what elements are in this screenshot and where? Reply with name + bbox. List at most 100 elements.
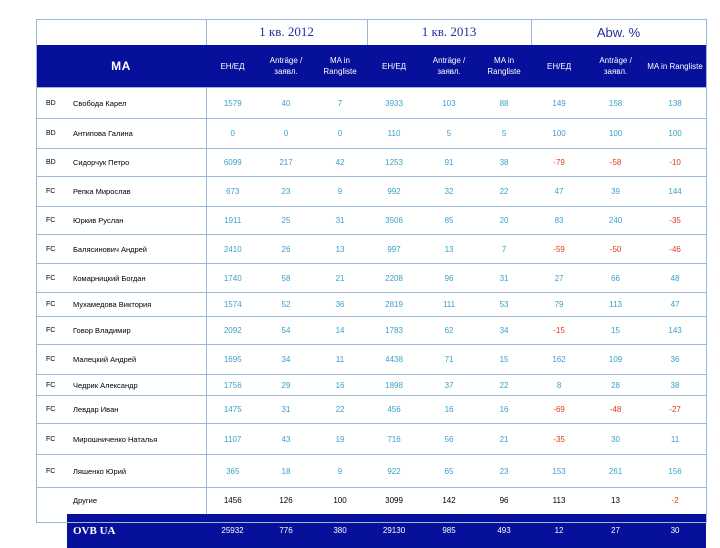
value-cell: 1253 bbox=[367, 148, 422, 177]
value-cell: 79 bbox=[531, 292, 588, 317]
value-cell: 11 bbox=[313, 344, 368, 375]
row-type: FC bbox=[36, 395, 67, 424]
row-type: FC bbox=[36, 263, 67, 293]
value-cell: 39 bbox=[587, 176, 645, 207]
value-cell: 53 bbox=[477, 292, 532, 317]
value-cell: 91 bbox=[421, 148, 478, 177]
value-cell: 42 bbox=[313, 148, 368, 177]
row-name: Балясинович Андрей bbox=[67, 234, 206, 264]
value-cell: 922 bbox=[367, 454, 422, 488]
row-type: FC bbox=[36, 344, 67, 375]
row-type: FC bbox=[36, 316, 67, 345]
value-cell: 1783 bbox=[367, 316, 422, 345]
value-cell: 16 bbox=[477, 395, 532, 424]
value-cell: 22 bbox=[477, 176, 532, 207]
value-cell: 48 bbox=[644, 263, 707, 293]
value-cell: 58 bbox=[259, 263, 313, 293]
table-row: FC Ляшенко Юрий 365 18 9 922 65 23 153 261 156 bbox=[36, 454, 707, 488]
value-cell: -10 bbox=[644, 148, 707, 177]
table-row: FC Мирошниченко Наталья 1107 43 19 716 56 21 -35… bbox=[36, 423, 707, 455]
row-type bbox=[36, 487, 67, 514]
value-cell: 13 bbox=[421, 234, 478, 264]
value-cell: 96 bbox=[477, 487, 532, 514]
value-cell: 0 bbox=[205, 118, 259, 149]
value-cell: 1898 bbox=[367, 374, 422, 396]
value-cell: 22 bbox=[477, 374, 532, 396]
value-cell: 25 bbox=[259, 206, 313, 235]
value-cell: 23 bbox=[259, 176, 313, 207]
value-cell: 8 bbox=[531, 374, 588, 396]
period-2013-header: 1 кв. 2013 bbox=[367, 19, 532, 45]
value-cell: 158 bbox=[587, 87, 645, 119]
row-type: FC bbox=[36, 454, 67, 488]
value-cell: 2092 bbox=[205, 316, 259, 345]
row-name: Левдар Иван bbox=[67, 395, 206, 424]
value-cell: 16 bbox=[313, 374, 368, 396]
value-cell: 27 bbox=[531, 263, 588, 293]
row-type: BD bbox=[36, 148, 67, 177]
col-en-ed-2012: ЕН/ЕД bbox=[206, 45, 259, 88]
value-cell: 217 bbox=[259, 148, 313, 177]
value-cell: 13 bbox=[587, 487, 645, 514]
table-row: BD Антипова Галина 0 0 0 110 5 5 100 100 100 bbox=[36, 118, 707, 149]
total-value-cell: 25932 bbox=[206, 513, 259, 548]
value-cell: 365 bbox=[205, 454, 259, 488]
other-row: Другие 1456 126 100 3099 142 96 113 13 -2 bbox=[36, 487, 707, 514]
value-cell: 88 bbox=[477, 87, 532, 119]
value-cell: 31 bbox=[313, 206, 368, 235]
row-name: Комарницкий Богдан bbox=[67, 263, 206, 293]
value-cell: 36 bbox=[644, 344, 707, 375]
value-cell: 13 bbox=[313, 234, 368, 264]
table-row: FC Комарницкий Богдан 1740 58 21 2208 96 31 27 66… bbox=[36, 263, 707, 293]
value-cell: 1911 bbox=[205, 206, 259, 235]
value-cell: 31 bbox=[477, 263, 532, 293]
value-cell: 83 bbox=[531, 206, 588, 235]
ma-column-title: МА bbox=[36, 45, 206, 88]
ma-ranking-table: 1 кв. 2012 1 кв. 2013 Abw. % МА ЕН/ЕД An… bbox=[36, 19, 707, 548]
value-cell: 47 bbox=[644, 292, 707, 317]
value-cell: 0 bbox=[313, 118, 368, 149]
value-cell: 456 bbox=[367, 395, 422, 424]
row-name: Малецкий Андрей bbox=[67, 344, 206, 375]
table-row: FC Малецкий Андрей 1695 34 11 4438 71 15 162 109 3… bbox=[36, 344, 707, 375]
total-value-cell: 493 bbox=[477, 513, 532, 548]
value-cell: 23 bbox=[477, 454, 532, 488]
table-row: FC Мухамедова Виктория 1574 52 36 2819 111 53 79… bbox=[36, 292, 707, 317]
value-cell: 21 bbox=[477, 423, 532, 455]
value-cell: 31 bbox=[259, 395, 313, 424]
value-cell: 28 bbox=[587, 374, 645, 396]
value-cell: 14 bbox=[313, 316, 368, 345]
value-cell: 240 bbox=[587, 206, 645, 235]
value-cell: 47 bbox=[531, 176, 588, 207]
value-cell: 2819 bbox=[367, 292, 422, 317]
value-cell: -15 bbox=[531, 316, 588, 345]
value-cell: 7 bbox=[313, 87, 368, 119]
total-value-cell: 380 bbox=[313, 513, 368, 548]
value-cell: 2410 bbox=[205, 234, 259, 264]
value-cell: 66 bbox=[587, 263, 645, 293]
total-value-cell: 776 bbox=[259, 513, 313, 548]
value-cell: 54 bbox=[259, 316, 313, 345]
value-cell: -27 bbox=[644, 395, 707, 424]
row-name: Мухамедова Виктория bbox=[67, 292, 206, 317]
value-cell: 716 bbox=[367, 423, 422, 455]
total-value-cell: 29130 bbox=[367, 513, 422, 548]
row-name: Чедрик Александр bbox=[67, 374, 206, 396]
value-cell: 5 bbox=[477, 118, 532, 149]
value-cell: 992 bbox=[367, 176, 422, 207]
value-cell: 37 bbox=[421, 374, 478, 396]
value-cell: 85 bbox=[421, 206, 478, 235]
total-value-cell: 12 bbox=[531, 513, 588, 548]
value-cell: -2 bbox=[644, 487, 707, 514]
total-value-cell: 30 bbox=[644, 513, 707, 548]
table-row: BD Свобода Карел 1579 40 7 3933 103 88 149 158 138 bbox=[36, 87, 707, 119]
row-name: Говор Владимир bbox=[67, 316, 206, 345]
value-cell: 261 bbox=[587, 454, 645, 488]
row-name: Ляшенко Юрий bbox=[67, 454, 206, 488]
deviation-header: Abw. % bbox=[531, 19, 707, 45]
value-cell: 56 bbox=[421, 423, 478, 455]
value-cell: 38 bbox=[477, 148, 532, 177]
table-row: BD Сидорчук Петро 6099 217 42 1253 91 38 -79 -58-… bbox=[36, 148, 707, 177]
row-type: FC bbox=[36, 374, 67, 396]
row-type: FC bbox=[36, 176, 67, 207]
